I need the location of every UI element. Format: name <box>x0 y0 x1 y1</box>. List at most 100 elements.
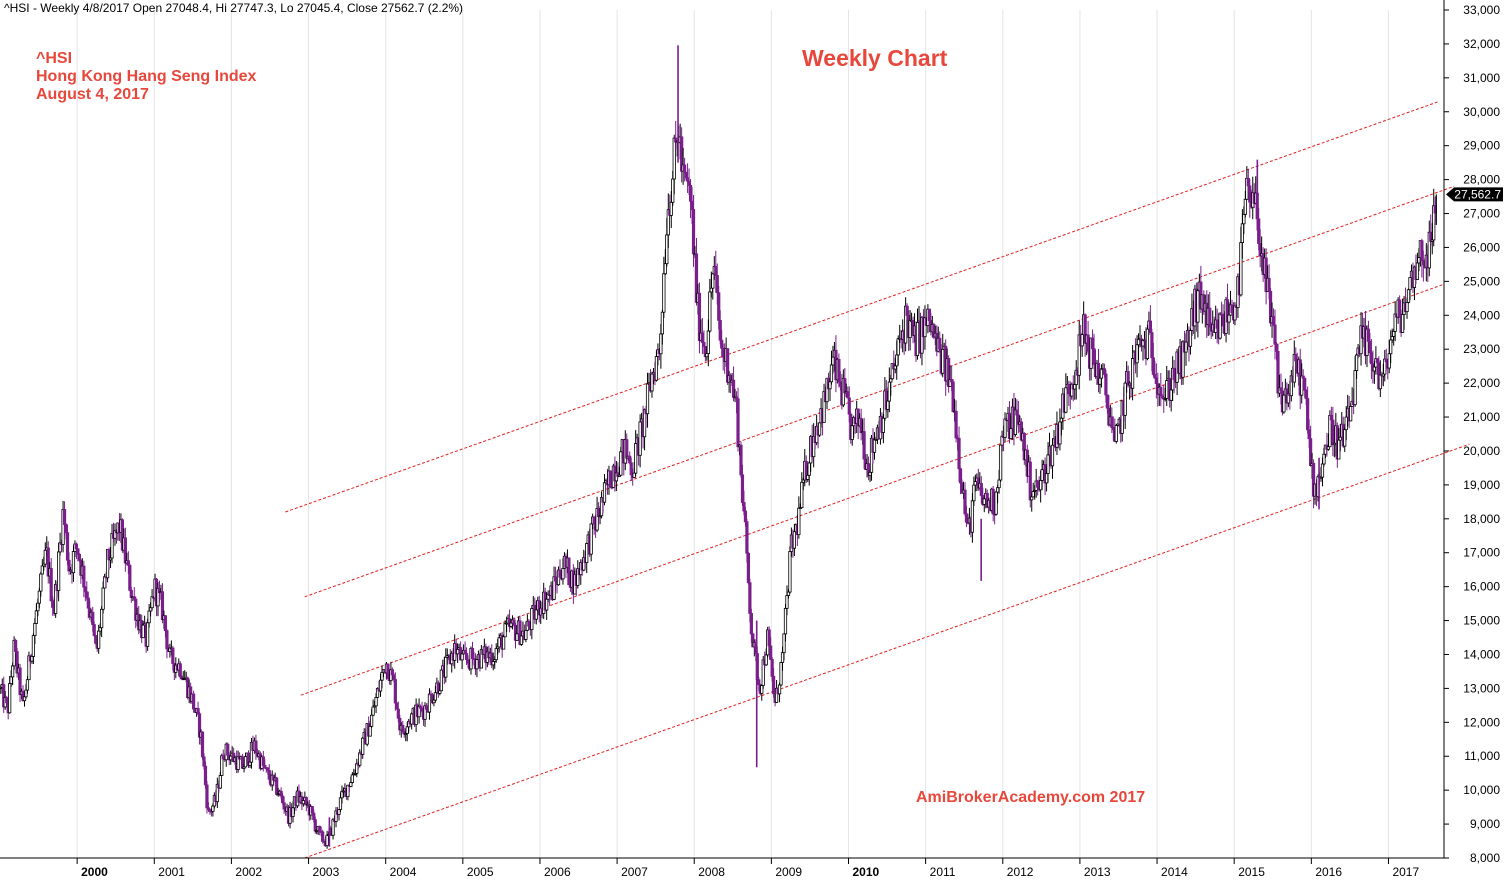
candle <box>822 383 826 423</box>
candle-body <box>338 797 343 810</box>
candle-body <box>736 398 740 448</box>
candle-body <box>1090 337 1095 350</box>
candle-body <box>1105 394 1109 409</box>
candle-body <box>1384 358 1388 363</box>
candle-body <box>650 373 654 392</box>
candle-body <box>460 653 464 661</box>
candle-body <box>938 337 942 350</box>
candle-body <box>1039 480 1043 491</box>
candle <box>800 472 804 509</box>
candle-body <box>619 451 623 476</box>
candle-body <box>146 622 150 647</box>
candle-body <box>491 661 495 666</box>
x-tick-label: 2000 <box>81 865 108 879</box>
candle-body <box>838 381 842 387</box>
candle-body <box>192 693 196 710</box>
candle-body <box>702 342 706 347</box>
candle-body <box>456 648 460 655</box>
candle-body <box>91 611 95 625</box>
candle <box>589 523 593 562</box>
candle-body <box>847 397 851 415</box>
candle <box>558 559 562 580</box>
candle-body <box>527 620 531 627</box>
candle <box>711 272 715 300</box>
candle-body <box>1104 373 1108 396</box>
candle-body <box>553 576 558 582</box>
candle-body <box>30 655 34 662</box>
candle-body <box>843 378 847 394</box>
candle-body <box>829 364 834 383</box>
candle-body <box>1233 305 1237 321</box>
candle <box>947 355 951 393</box>
candle-body <box>970 500 974 533</box>
candle-body <box>690 200 694 210</box>
candle-body <box>764 654 768 666</box>
candle-body <box>395 702 399 710</box>
candle-body <box>1279 387 1283 392</box>
candle <box>150 589 154 611</box>
candle <box>1420 238 1424 278</box>
candle-body <box>786 591 791 596</box>
candle-body <box>83 586 87 593</box>
candle-body <box>1221 313 1225 327</box>
candle-body <box>807 462 811 476</box>
candle-body <box>705 353 709 358</box>
candle-body <box>687 180 691 186</box>
candle-body <box>1309 438 1313 466</box>
candle-body <box>659 333 663 355</box>
candle <box>1165 366 1169 407</box>
candle-body <box>927 308 931 321</box>
candle-body <box>1064 387 1068 413</box>
candle <box>807 460 811 486</box>
channel-line-3 <box>300 284 1443 696</box>
candle <box>1003 412 1007 443</box>
candle <box>427 688 432 720</box>
candle-body <box>958 468 963 484</box>
candle-body <box>368 725 372 737</box>
candle-body <box>846 391 850 399</box>
candle-body <box>1046 454 1050 474</box>
candle-body <box>392 674 396 680</box>
candle-body <box>444 656 448 678</box>
candle-body <box>1015 409 1019 416</box>
candle-body <box>893 365 897 370</box>
candle-body <box>862 431 866 460</box>
candle-body <box>9 676 13 684</box>
candle <box>463 641 467 655</box>
candle <box>40 559 44 575</box>
candle-body <box>748 582 752 614</box>
candle <box>608 470 613 488</box>
candle-body <box>1282 394 1286 413</box>
candle <box>650 371 654 398</box>
candle-body <box>1218 313 1222 339</box>
candle-body <box>740 474 745 503</box>
candle-body <box>386 663 390 680</box>
y-tick-label: 11,000 <box>1464 749 1500 763</box>
candle-body <box>420 707 424 712</box>
candle-body <box>1123 382 1127 416</box>
candle <box>18 663 22 703</box>
candle-body <box>11 665 15 678</box>
y-tick-label: 29,000 <box>1463 139 1500 153</box>
candle-body <box>14 639 18 652</box>
last-price-label: 27,562.7 <box>1454 187 1501 201</box>
candle-body <box>792 531 796 549</box>
candle-body <box>1040 469 1044 481</box>
candle-body <box>103 576 107 589</box>
candle-body <box>1145 328 1150 360</box>
candle-body <box>818 422 822 436</box>
candle-body <box>24 689 28 698</box>
candle-body <box>1366 328 1371 342</box>
candle-body <box>972 484 976 502</box>
candle-body <box>994 491 998 515</box>
candle <box>123 527 127 572</box>
candle-body <box>40 565 44 575</box>
candle-body <box>592 516 596 524</box>
candle-body <box>558 569 562 578</box>
candle-body <box>1248 185 1252 203</box>
candle-body <box>1058 421 1062 445</box>
candle-body <box>996 487 1000 493</box>
candle-body <box>905 305 909 316</box>
candle-body <box>669 201 673 216</box>
candle <box>358 749 362 768</box>
